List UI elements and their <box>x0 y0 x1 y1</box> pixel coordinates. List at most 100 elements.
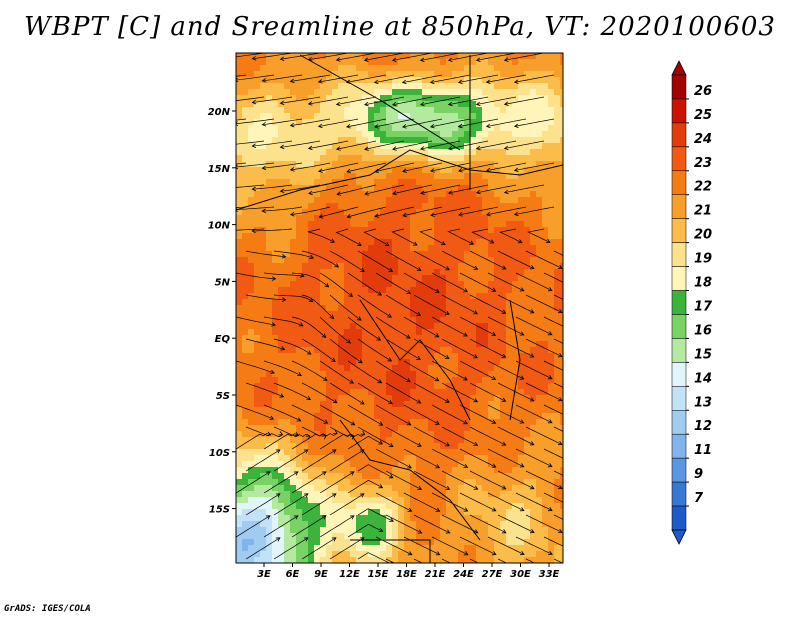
field-cell <box>416 125 423 132</box>
field-cell <box>362 293 369 300</box>
field-cell <box>482 305 489 312</box>
field-cell <box>236 425 243 432</box>
streamline <box>448 184 489 194</box>
field-cell <box>272 491 279 498</box>
field-cell <box>530 299 537 306</box>
field-cell <box>308 425 315 432</box>
field-cell <box>302 251 309 258</box>
field-cell <box>518 461 525 468</box>
streamline-arrow <box>281 297 287 302</box>
field-cell <box>254 77 261 84</box>
field-cell <box>518 341 525 348</box>
field-cell <box>278 377 285 384</box>
field-cell <box>422 245 429 252</box>
field-cell <box>350 101 357 108</box>
field-cell <box>506 347 513 354</box>
field-cell <box>428 479 435 486</box>
field-cell <box>242 377 249 384</box>
field-cell <box>518 137 525 144</box>
field-cell <box>476 557 483 563</box>
field-cell <box>518 227 525 234</box>
field-cell <box>404 347 411 354</box>
field-cell <box>416 263 423 270</box>
field-cell <box>452 395 459 402</box>
streamline-arrow <box>335 57 341 62</box>
field-cell <box>524 371 531 378</box>
field-cell <box>362 161 369 168</box>
field-cell <box>452 275 459 282</box>
field-cell <box>494 119 501 126</box>
streamline <box>476 53 517 61</box>
field-cell <box>392 257 399 264</box>
field-cell <box>290 359 297 366</box>
field-cell <box>374 503 381 510</box>
field-cell <box>500 185 507 192</box>
field-cell <box>332 503 339 510</box>
field-cell <box>290 107 297 114</box>
field-cell <box>296 473 303 480</box>
streamline <box>403 316 439 338</box>
field-cell <box>560 527 563 534</box>
field-cell <box>518 293 525 300</box>
field-cell <box>260 287 267 294</box>
field-cell <box>512 533 519 540</box>
field-cell <box>266 443 273 450</box>
field-cell <box>392 293 399 300</box>
field-cell <box>248 305 255 312</box>
field-cell <box>350 371 357 378</box>
field-cell <box>308 467 315 474</box>
field-cell <box>362 473 369 480</box>
field-cell <box>290 173 297 180</box>
field-cell <box>530 257 537 264</box>
field-cell <box>374 557 381 563</box>
field-cell <box>482 335 489 342</box>
field-cell <box>410 509 417 516</box>
field-cell <box>398 401 405 408</box>
field-cell <box>458 353 465 360</box>
field-cell <box>302 305 309 312</box>
field-cell <box>380 155 387 162</box>
field-cell <box>488 287 495 294</box>
field-cell <box>248 461 255 468</box>
field-cell <box>398 545 405 552</box>
field-cell <box>350 377 357 384</box>
field-cell <box>494 443 501 450</box>
streamline <box>364 140 405 150</box>
field-cell <box>248 551 255 558</box>
field-cell <box>272 179 279 186</box>
field-cell <box>434 437 441 444</box>
field-cell <box>398 311 405 318</box>
field-cell <box>350 131 357 138</box>
field-cell <box>392 65 399 72</box>
field-cell <box>380 59 387 66</box>
field-cell <box>326 71 333 78</box>
field-cell <box>302 521 309 528</box>
field-cell <box>338 215 345 222</box>
field-cell <box>476 449 483 456</box>
field-cell <box>524 155 531 162</box>
field-cell <box>446 161 453 168</box>
field-cell <box>440 221 447 228</box>
field-cell <box>560 305 563 312</box>
field-cell <box>518 533 525 540</box>
field-cell <box>488 407 495 414</box>
field-cell <box>422 71 429 78</box>
field-cell <box>374 341 381 348</box>
field-cell <box>362 245 369 252</box>
field-cell <box>524 401 531 408</box>
field-cell <box>266 89 273 96</box>
streamline-arrow <box>279 56 285 61</box>
field-cell <box>308 203 315 210</box>
field-cell <box>320 101 327 108</box>
field-cell <box>452 245 459 252</box>
field-cell <box>260 329 267 336</box>
field-cell <box>344 389 351 396</box>
field-cell <box>242 551 249 558</box>
field-cell <box>284 179 291 186</box>
field-cell <box>338 191 345 198</box>
field-cell <box>362 485 369 492</box>
field-cell <box>296 239 303 246</box>
field-cell <box>452 521 459 528</box>
field-cell <box>380 527 387 534</box>
field-cell <box>434 455 441 462</box>
